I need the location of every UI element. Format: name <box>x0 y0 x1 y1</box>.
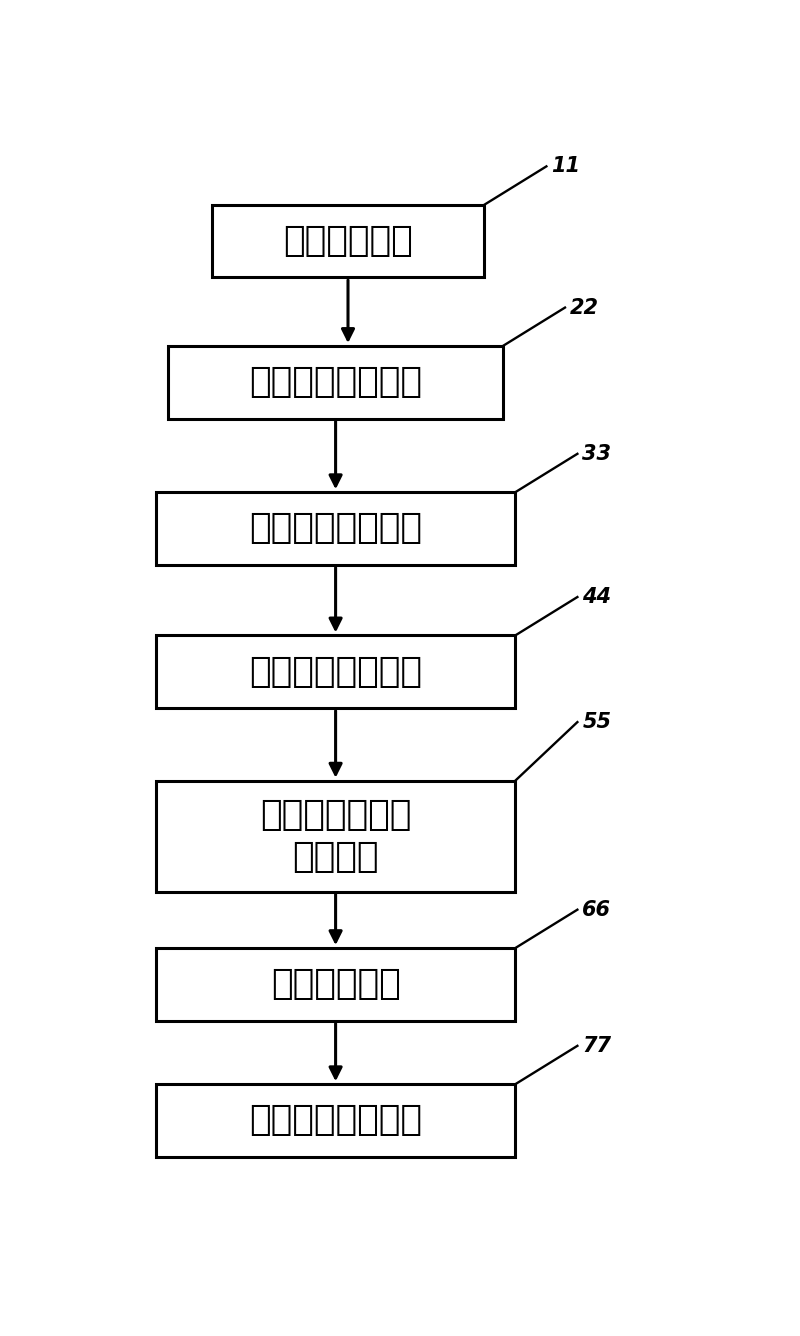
Bar <box>156 636 515 708</box>
Text: 77: 77 <box>582 1035 611 1055</box>
Text: 44: 44 <box>582 587 611 607</box>
Bar <box>156 949 515 1021</box>
Text: 22: 22 <box>570 298 599 318</box>
Bar <box>156 780 515 891</box>
Text: 偏移因子获取模块: 偏移因子获取模块 <box>249 655 422 688</box>
Bar <box>168 346 503 418</box>
Text: 33: 33 <box>582 444 611 464</box>
Text: 活动性衰减因子
获取模块: 活动性衰减因子 获取模块 <box>260 798 411 874</box>
Bar <box>156 1083 515 1157</box>
Bar <box>211 204 485 278</box>
Bar <box>156 492 515 565</box>
Text: 加权系数模块: 加权系数模块 <box>270 967 401 1001</box>
Text: 图像质量获取模块: 图像质量获取模块 <box>249 1104 422 1137</box>
Text: 参考图像获取模块: 参考图像获取模块 <box>249 512 422 545</box>
Text: 图像获取模块: 图像获取模块 <box>283 224 413 258</box>
Text: 66: 66 <box>582 899 611 919</box>
Text: 55: 55 <box>582 712 611 732</box>
Text: 模糊因子获取模块: 模糊因子获取模块 <box>249 365 422 399</box>
Text: 11: 11 <box>551 156 580 176</box>
